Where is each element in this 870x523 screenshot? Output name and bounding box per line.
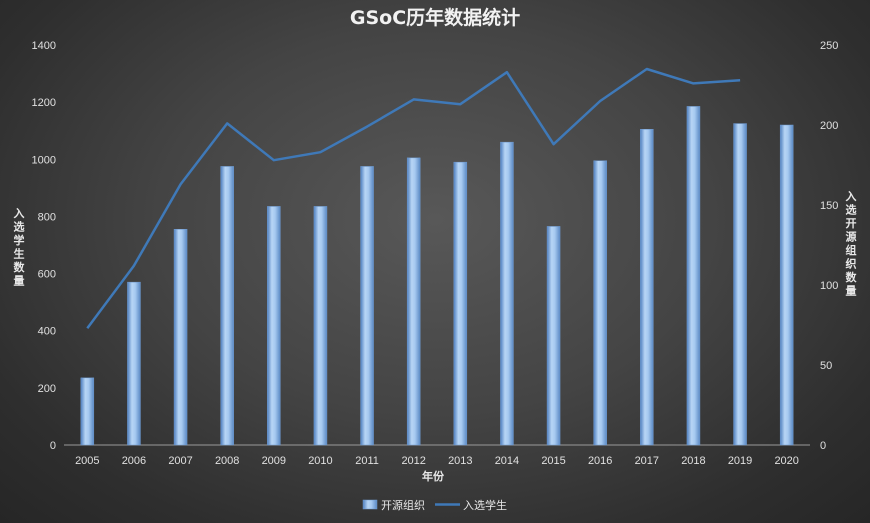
x-tick: 2007 [168, 455, 192, 467]
tick-labels: 0 200 400 600 800 1000 1200 1400 0 50 100 150 200 250… [32, 40, 839, 467]
x-tick: 2020 [774, 455, 798, 467]
bar [733, 123, 747, 446]
line-series [86, 67, 741, 329]
y-tick-right: 0 [820, 440, 826, 452]
bar [593, 160, 607, 446]
x-tick: 2017 [635, 455, 659, 467]
y-tick-left: 800 [38, 211, 56, 223]
bar [267, 206, 281, 446]
legend-label-line: 入选学生 [463, 498, 507, 512]
y-tick-left: 200 [38, 383, 56, 395]
y-tick-right: 50 [820, 360, 832, 372]
y-tick-left: 1200 [32, 97, 56, 109]
y-axis-label-right: 入选开源组织数量 [846, 190, 858, 298]
bar [406, 157, 421, 446]
bar [640, 129, 654, 446]
x-tick: 2015 [541, 455, 565, 467]
x-axis-label: 年份 [422, 469, 445, 483]
bar [779, 124, 794, 446]
x-tick: 2008 [215, 455, 239, 467]
x-tick: 2014 [495, 455, 519, 467]
y-tick-left: 0 [50, 440, 56, 452]
y-tick-left: 1400 [32, 40, 56, 52]
bar [546, 226, 561, 446]
legend: 开源组织 入选学生 [362, 498, 507, 512]
x-tick: 2016 [588, 455, 612, 467]
y-tick-left: 400 [38, 326, 56, 338]
x-tick: 2006 [122, 455, 146, 467]
bar [500, 141, 514, 446]
y-tick-right: 250 [820, 40, 838, 52]
y-tick-left: 600 [38, 269, 56, 281]
chart-title: GSoC历年数据统计 [350, 6, 520, 29]
x-tick: 2012 [401, 455, 425, 467]
bar [80, 377, 95, 446]
x-tick: 2018 [681, 455, 705, 467]
x-tick: 2011 [355, 455, 379, 467]
x-tick: 2010 [308, 455, 332, 467]
x-tick: 2005 [75, 455, 99, 467]
bar [220, 166, 234, 446]
bar [127, 281, 141, 446]
y-tick-right: 200 [820, 120, 838, 132]
legend-label-bar: 开源组织 [381, 498, 425, 512]
bar [686, 106, 701, 446]
bar [313, 206, 328, 446]
student-line [86, 67, 741, 329]
bar-series [80, 106, 794, 446]
legend-swatch-bar [362, 499, 378, 510]
x-tick: 2019 [728, 455, 752, 467]
x-tick: 2009 [262, 455, 286, 467]
bar [173, 229, 188, 446]
y-tick-right: 150 [820, 200, 838, 212]
y-axis-label-left: 入选学生数量 [14, 207, 26, 288]
y-tick-right: 100 [820, 280, 838, 292]
y-axis-title-left: 入选学生数量 [14, 207, 26, 288]
bar [360, 166, 374, 446]
bar [453, 161, 468, 446]
y-axis-title-right: 入选开源组织数量 [846, 190, 858, 298]
x-tick: 2013 [448, 455, 472, 467]
y-tick-left: 1000 [32, 154, 56, 166]
